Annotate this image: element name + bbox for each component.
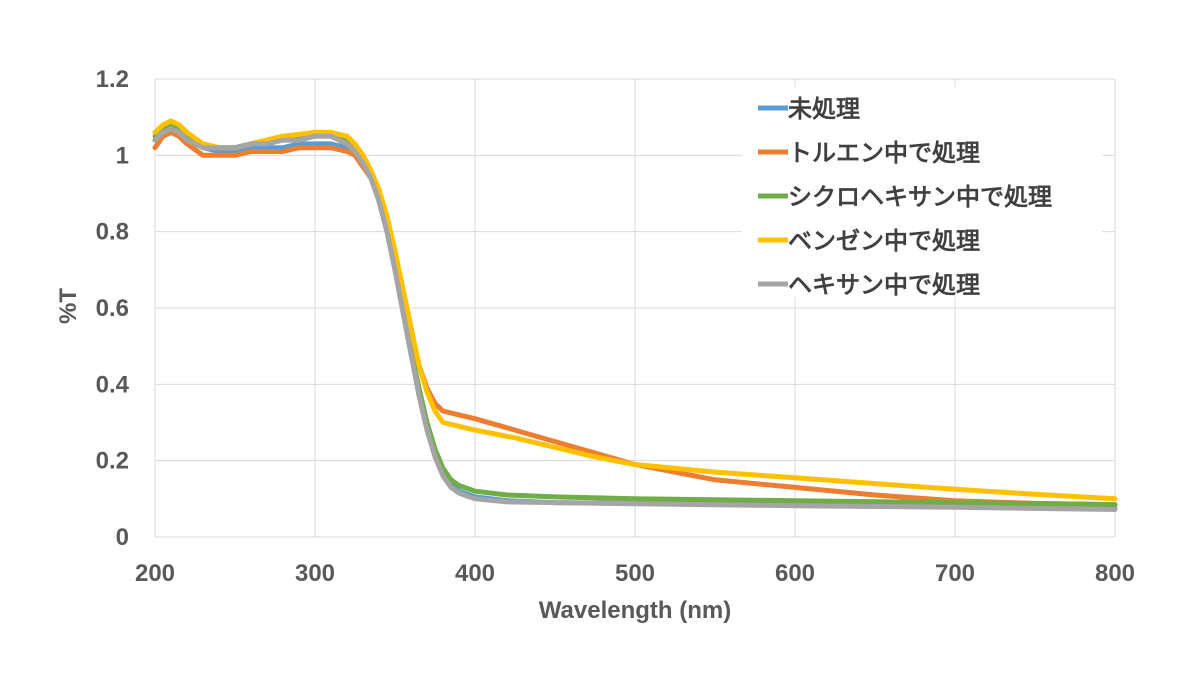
x-tick-label: 800 [1095, 560, 1135, 587]
y-tick-label: 0.6 [96, 295, 129, 322]
legend-label: ヘキサン中で処理 [788, 271, 980, 299]
plot-series [152, 118, 1118, 512]
x-axis-title: Wavelength (nm) [539, 597, 731, 624]
y-tick-label: 0 [116, 524, 129, 551]
legend-label: トルエン中で処理 [788, 139, 980, 167]
x-tick-label: 700 [935, 560, 975, 587]
y-tick-label: 0.8 [96, 219, 129, 246]
x-tick-label: 600 [775, 560, 815, 587]
series-line-4 [152, 126, 1118, 512]
y-axis-title: %T [55, 288, 82, 324]
legend-label: 未処理 [788, 95, 860, 123]
x-tick-label: 400 [455, 560, 495, 587]
x-tick-labels: 200 300 400 500 600 700 800 [135, 560, 1135, 587]
x-tick-label: 500 [615, 560, 655, 587]
y-tick-label: 1 [116, 142, 129, 169]
y-tick-label: 0.2 [96, 448, 129, 475]
x-tick-label: 300 [295, 560, 335, 587]
legend-label: ベンゼン中で処理 [788, 227, 980, 255]
legend-label: シクロヘキサン中で処理 [788, 183, 1052, 211]
y-tick-label: 1.2 [96, 66, 129, 93]
x-tick-label: 200 [135, 560, 175, 587]
y-tick-label: 0.4 [96, 371, 130, 398]
y-tick-labels: 0 0.2 0.4 0.6 0.8 1 1.2 [96, 66, 130, 551]
legend-background [742, 87, 1102, 297]
